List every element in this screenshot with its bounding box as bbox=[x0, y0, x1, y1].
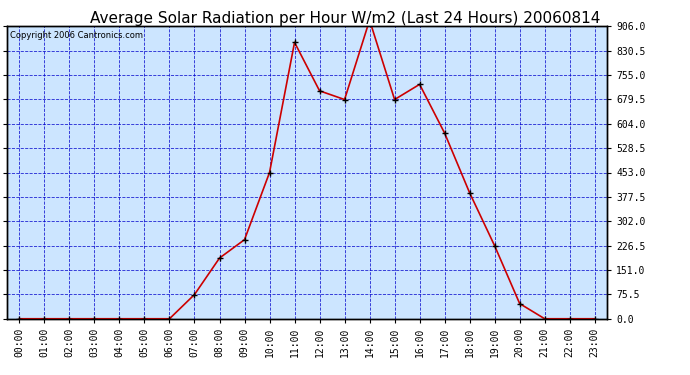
Text: Copyright 2006 Cantronics.com: Copyright 2006 Cantronics.com bbox=[10, 31, 143, 40]
Text: Average Solar Radiation per Hour W/m2 (Last 24 Hours) 20060814: Average Solar Radiation per Hour W/m2 (L… bbox=[90, 11, 600, 26]
